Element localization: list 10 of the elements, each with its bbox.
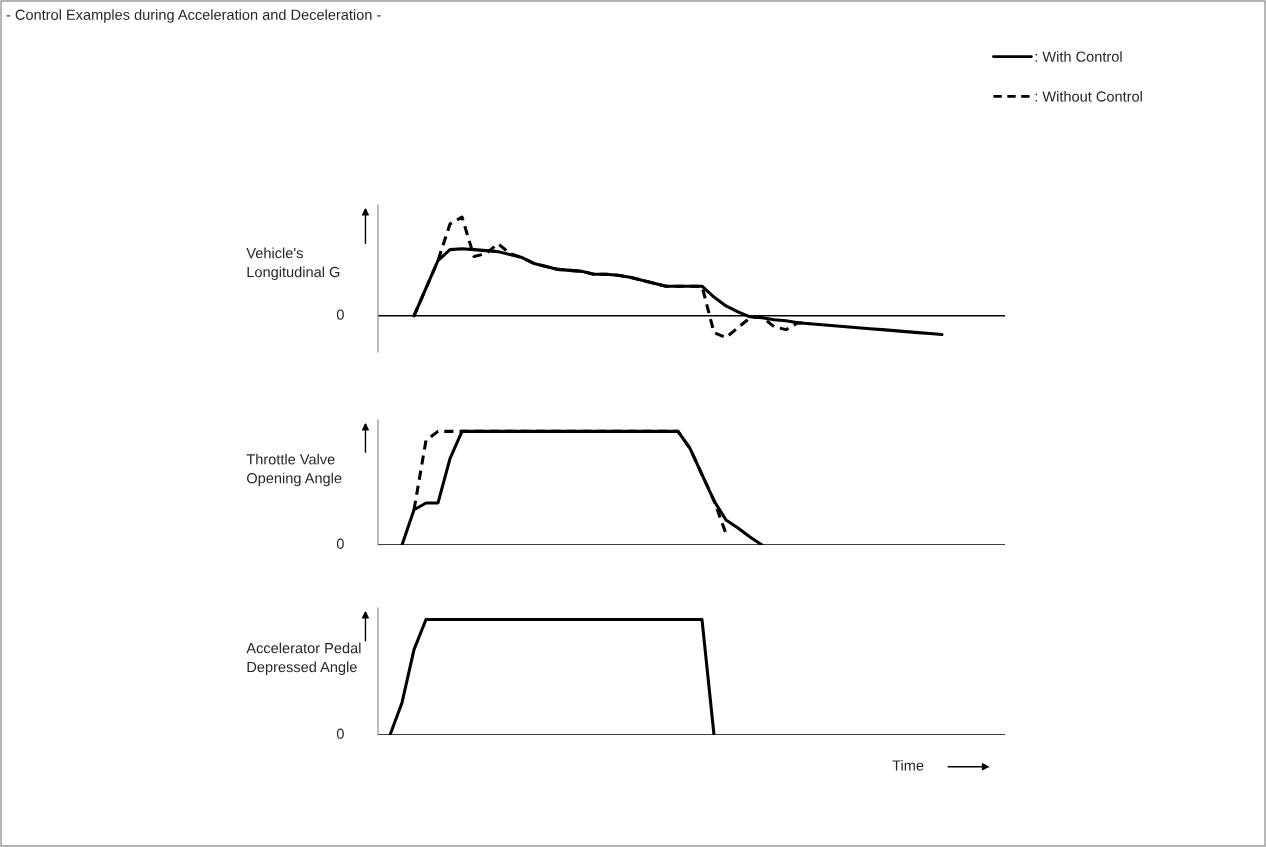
legend-label: : Without Control bbox=[1035, 90, 1142, 102]
text: 0 bbox=[336, 728, 344, 739]
y-axis-title: Throttle Valve Opening Angle bbox=[246, 453, 342, 487]
x-axis-title: Time bbox=[892, 759, 924, 771]
text: 0 bbox=[336, 538, 344, 549]
legend-label: : With Control bbox=[1035, 51, 1122, 62]
text: - Control Examples during Acceleration and Deceleration - bbox=[6, 9, 381, 23]
text: 0 bbox=[336, 309, 344, 320]
y-axis-title: Accelerator Pedal Depressed Angle bbox=[246, 642, 361, 676]
y-axis-title: Vehicle's Longitudinal G bbox=[246, 247, 340, 281]
